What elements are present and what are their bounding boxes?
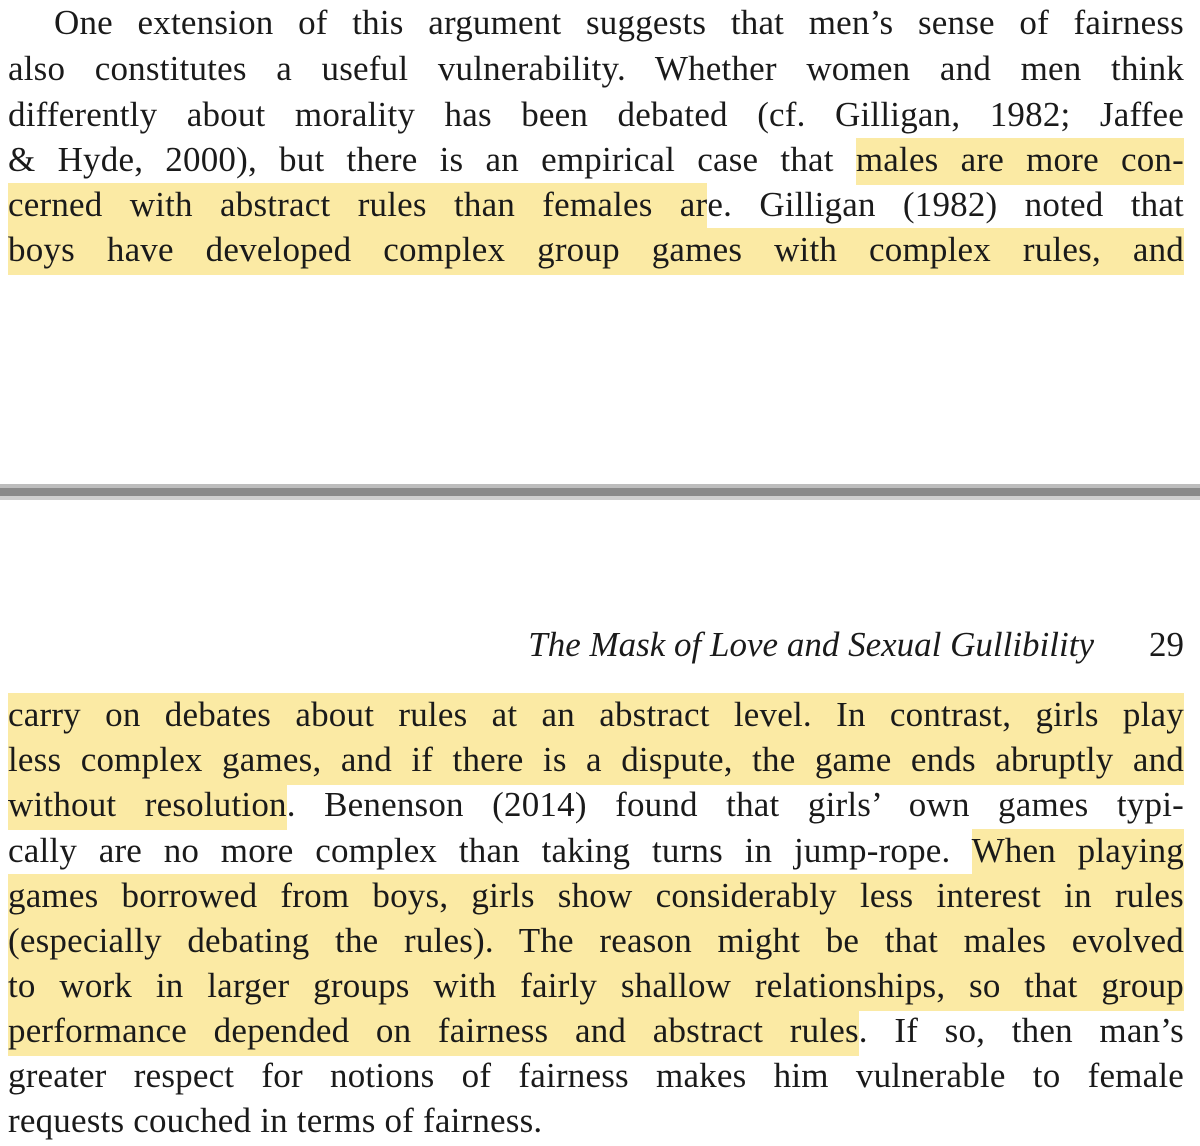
text-segment: & Hyde, 2000), but there is an empirical… xyxy=(8,140,856,179)
text-line: requests couched in terms of fairness. xyxy=(8,1098,1184,1144)
text-segment: e. Gilligan (1982) noted that xyxy=(707,185,1184,224)
text-line: less complex games, and if there is a di… xyxy=(8,737,1184,785)
text-line: performance depended on fairness and abs… xyxy=(8,1008,1184,1056)
highlighted-text: When playing xyxy=(971,829,1185,876)
text-segment: cally are no more complex than taking tu… xyxy=(8,831,972,870)
running-title: The Mask of Love and Sexual Gullibility xyxy=(528,625,1094,664)
text-segment: greater respect for notions of fairness … xyxy=(8,1056,1184,1095)
text-segment: requests couched in terms of fairness. xyxy=(8,1101,543,1140)
text-segment: One extension of this argument suggests … xyxy=(54,3,1184,42)
text-line: cally are no more complex than taking tu… xyxy=(8,828,1185,876)
text-line: (especially debating the rules). The rea… xyxy=(8,918,1184,966)
page-divider xyxy=(0,484,1200,500)
text-line: to work in larger groups with fairly sha… xyxy=(8,963,1184,1011)
text-segment: also constitutes a useful vulnerability.… xyxy=(8,49,1184,88)
highlighted-text: cerned with abstract rules than females … xyxy=(8,183,708,230)
highlighted-text: to work in larger groups with fairly sha… xyxy=(8,964,1184,1011)
text-segment: differently about morality has been deba… xyxy=(8,95,1184,134)
text-line: also constitutes a useful vulnerability.… xyxy=(8,46,1184,92)
text-line: differently about morality has been deba… xyxy=(8,92,1184,138)
highlighted-text: less complex games, and if there is a di… xyxy=(8,738,1184,785)
highlighted-text: (especially debating the rules). The rea… xyxy=(8,919,1184,966)
text-line: boys have developed complex group games … xyxy=(8,227,1184,275)
text-line: cerned with abstract rules than females … xyxy=(8,182,1184,230)
running-header: The Mask of Love and Sexual Gullibility … xyxy=(8,620,1184,670)
highlighted-text: games borrowed from boys, girls show con… xyxy=(8,874,1184,921)
text-line: without resolution. Benenson (2014) foun… xyxy=(8,782,1184,830)
text-line: greater respect for notions of fairness … xyxy=(8,1053,1184,1099)
highlighted-text: performance depended on fairness and abs… xyxy=(8,1009,859,1056)
highlighted-text: carry on debates about rules at an abstr… xyxy=(8,693,1184,740)
highlighted-text: without resolution xyxy=(8,783,287,830)
highlighted-text: males are more con- xyxy=(855,138,1184,185)
text-segment: . If so, then man’s xyxy=(858,1011,1184,1050)
highlighted-text: boys have developed complex group games … xyxy=(8,228,1184,275)
text-line: One extension of this argument suggests … xyxy=(8,0,1184,46)
text-line: & Hyde, 2000), but there is an empirical… xyxy=(8,137,1184,185)
text-line: carry on debates about rules at an abstr… xyxy=(8,692,1184,740)
text-line: games borrowed from boys, girls show con… xyxy=(8,873,1184,921)
page-number: 29 xyxy=(1149,625,1184,664)
text-segment: . Benenson (2014) found that girls’ own … xyxy=(286,785,1184,824)
